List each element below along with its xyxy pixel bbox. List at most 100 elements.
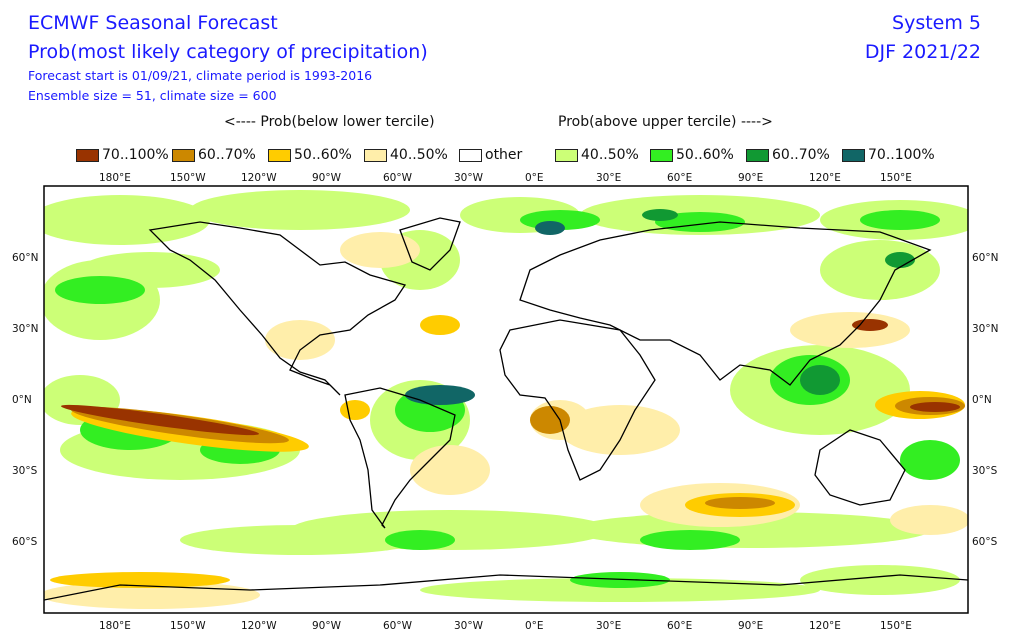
legend-label: 40..50% [390,147,448,163]
legend-label: 50..60% [294,147,352,163]
title-line-2: Prob(most likely category of precipitati… [28,41,428,63]
legend-swatch [268,148,291,162]
legend-swatch [555,148,578,162]
probability-patch [405,385,475,405]
probability-patch [530,406,570,434]
coastline [399,217,461,271]
legend-label: other [485,147,523,163]
probability-patch [385,530,455,550]
probability-patch [410,445,490,495]
probability-patch [885,252,915,268]
legend-swatch [842,148,865,162]
lon-tick-bottom: 90°W [312,620,341,632]
probability-patch [890,505,968,535]
legend-label: 70..100% [102,147,169,163]
lon-tick-top: 60°E [667,172,693,184]
legend-item: 60..70% [746,145,830,165]
coastline [148,221,407,396]
lon-tick-top: 120°E [809,172,841,184]
coastline [344,387,456,529]
system-label: System 5 [892,12,981,34]
lat-tick-right: 60°N [972,252,999,264]
probability-field [44,190,968,609]
coastline [499,319,656,481]
lon-tick-top: 0°E [525,172,544,184]
legend-swatch [364,148,387,162]
lon-tick-top: 120°W [241,172,277,184]
probability-patch [60,404,260,436]
season-label: DJF 2021/22 [864,41,981,63]
lon-tick-bottom: 30°W [454,620,483,632]
probability-patch [340,232,420,268]
probability-patch [190,190,410,230]
lon-tick-top: 30°W [454,172,483,184]
lon-tick-bottom: 120°E [809,620,841,632]
lon-tick-bottom: 120°W [241,620,277,632]
lon-tick-top: 180°E [99,172,131,184]
lon-tick-bottom: 60°W [383,620,412,632]
probability-patch [705,497,775,509]
legend-item: 70..100% [842,145,935,165]
legend-label: 70..100% [868,147,935,163]
legend-item: 70..100% [76,145,169,165]
probability-patch [800,365,840,395]
lon-tick-top: 150°E [880,172,912,184]
legend-label: 60..70% [198,147,256,163]
probability-patch [55,276,145,304]
lat-tick-left: 60°N [12,252,39,264]
probability-patch [640,530,740,550]
lat-tick-left: 30°S [12,465,38,477]
forecast-info: Forecast start is 01/09/21, climate peri… [28,68,373,83]
legend-item: 60..70% [172,145,256,165]
probability-patch [852,319,888,331]
map-frame [43,185,969,614]
legend-swatch [76,148,99,162]
probability-patch [642,209,678,221]
legend-item: 50..60% [650,145,734,165]
legend-swatch [650,148,673,162]
probability-patch [44,195,210,245]
lon-tick-top: 150°W [170,172,206,184]
above-tercile-caption: Prob(above upper tercile) ----> [558,114,773,130]
lon-tick-bottom: 60°E [667,620,693,632]
probability-patch [800,565,960,595]
probability-patch [860,210,940,230]
lon-tick-bottom: 0°E [525,620,544,632]
probability-patch [790,312,910,348]
legend-swatch [746,148,769,162]
color-legend: 70..100% 60..70% 50..60% 40..50% other 40..50… [0,145,1013,167]
lon-tick-bottom: 150°E [880,620,912,632]
probability-patch [180,525,420,555]
probability-patch [910,402,960,412]
legend-swatch [459,148,482,162]
lon-tick-top: 90°W [312,172,341,184]
probability-patch [570,572,670,588]
coastline [44,574,968,601]
lat-tick-left: 0°N [12,394,32,406]
coastline [814,429,906,506]
legend-item: other [459,145,522,165]
title-line-1: ECMWF Seasonal Forecast [28,12,278,34]
probability-patch [900,440,960,480]
legend-swatch [172,148,195,162]
legend-label: 50..60% [676,147,734,163]
coastline [519,221,932,386]
legend-item: 40..50% [364,145,448,165]
lat-tick-right: 0°N [972,394,992,406]
lon-tick-bottom: 30°E [596,620,622,632]
lat-tick-right: 30°N [972,323,999,335]
lat-tick-left: 30°N [12,323,39,335]
lat-tick-left: 60°S [12,536,38,548]
legend-label: 60..70% [772,147,830,163]
probability-patch [340,400,370,420]
probability-patch [535,221,565,235]
below-tercile-caption: <---- Prob(below lower tercile) [224,114,435,130]
legend-item: 40..50% [555,145,639,165]
ensemble-info: Ensemble size = 51, climate size = 600 [28,88,277,103]
probability-patch [420,315,460,335]
lat-tick-right: 30°S [972,465,998,477]
lon-tick-top: 30°E [596,172,622,184]
probability-patch [265,320,335,360]
lon-tick-bottom: 90°E [738,620,764,632]
